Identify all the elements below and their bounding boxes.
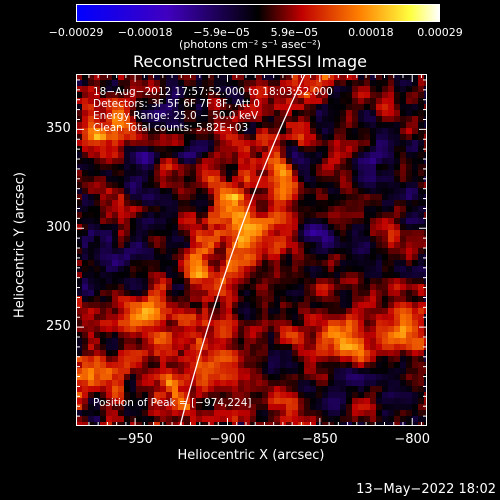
colorbar-tick-label: −5.9e−05: [193, 26, 250, 39]
colorbar-tick-label: −0.00018: [117, 26, 173, 39]
annotation-line: 18−Aug−2012 17:57:52.000 to 18:03:52.000: [93, 86, 333, 98]
x-tick-label: −800: [394, 432, 431, 447]
colorbar-tick-label: 0.00018: [348, 26, 394, 39]
heatmap-grid: [76, 74, 427, 426]
x-tick-label: −850: [301, 432, 338, 447]
x-axis-label: Heliocentric X (arcsec): [177, 448, 325, 463]
x-tick-label: −900: [209, 432, 246, 447]
annotation-line: Detectors: 3F 5F 6F 7F 8F, Att 0: [93, 98, 260, 110]
y-tick-label: 350: [46, 121, 71, 137]
peak-label: Position of Peak = [−974,224]: [93, 397, 252, 409]
annotation-line: Energy Range: 25.0 − 50.0 keV: [93, 110, 259, 122]
axis-tick-marks: [76, 74, 427, 426]
colorbar-tick-label: 0.00029: [417, 26, 463, 39]
colorbar-tick-label: 5.9e−05: [270, 26, 319, 39]
colorbar-units: (photons cm⁻² s⁻¹ asec⁻²): [179, 38, 321, 51]
y-axis-label: Heliocentric Y (arcsec): [12, 172, 28, 318]
chart-title: Reconstructed RHESSI Image: [133, 52, 367, 71]
solar-limb-line: [179, 74, 306, 426]
annotation-line: Clean Total counts: 5.82E+03: [93, 122, 249, 134]
y-tick-label: 300: [46, 220, 71, 236]
plot-frame: [76, 74, 427, 426]
colorbar: [76, 4, 440, 22]
colorbar-tick-label: −0.00029: [48, 26, 104, 39]
footer-timestamp: 13−May−2022 18:02: [356, 482, 496, 497]
x-tick-label: −950: [117, 432, 153, 447]
y-tick-label: 250: [46, 319, 71, 335]
